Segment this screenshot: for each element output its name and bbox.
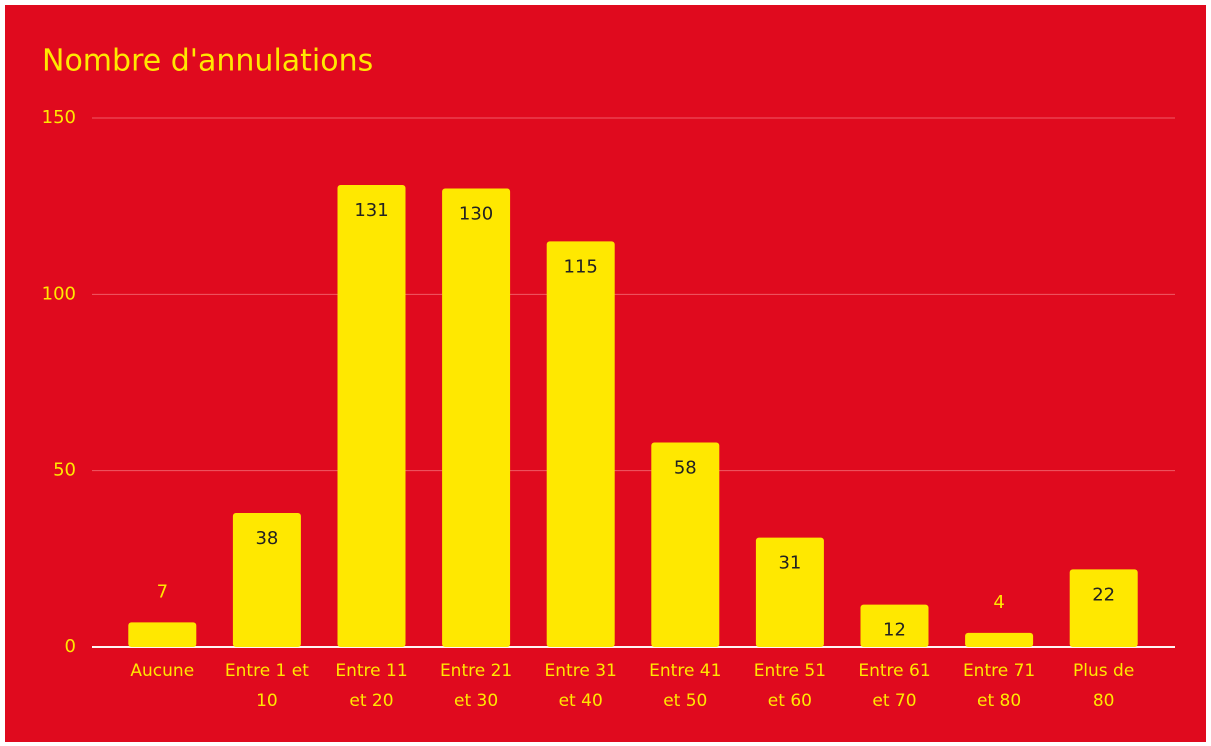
x-tick-label: Plus de 80 (1073, 661, 1135, 711)
x-tick-label: Entre 1 et 10 (224, 661, 309, 711)
bar (755, 537, 824, 647)
bar (651, 442, 720, 647)
data-label: 130 (459, 204, 493, 225)
data-label: 58 (674, 457, 697, 478)
bar (442, 188, 511, 648)
x-tick-label: Entre 21 et 30 (439, 661, 513, 711)
x-tick-label: Entre 71 et 80 (962, 661, 1036, 711)
y-tick-label: 150 (42, 107, 76, 128)
x-tick-label: Entre 51 et 60 (753, 661, 827, 711)
data-label: 22 (1092, 584, 1115, 605)
bar (232, 512, 301, 647)
bar (337, 185, 406, 648)
y-tick-label: 0 (65, 636, 76, 657)
bar (128, 622, 197, 647)
data-label: 31 (778, 553, 801, 574)
data-label: 38 (255, 528, 278, 549)
data-label: 131 (354, 200, 388, 221)
bar (860, 604, 929, 647)
y-tick-label: 50 (53, 460, 76, 481)
data-label: 4 (993, 592, 1004, 613)
x-tick-label: Entre 31 et 40 (544, 661, 617, 711)
data-label: 7 (157, 581, 168, 602)
x-tick-label: Aucune (130, 661, 195, 681)
data-label: 115 (564, 256, 598, 277)
x-tick-label: Entre 11 et 20 (335, 661, 408, 711)
bar (546, 241, 615, 647)
data-label: 12 (883, 620, 906, 641)
bar (1069, 569, 1138, 647)
chart-title: Nombre d'annulations (42, 44, 373, 79)
x-tick-label: Entre 41 et 50 (649, 661, 722, 711)
y-tick-label: 100 (42, 283, 76, 304)
x-tick-label: Entre 61 et 70 (858, 661, 931, 711)
bar (965, 632, 1034, 647)
